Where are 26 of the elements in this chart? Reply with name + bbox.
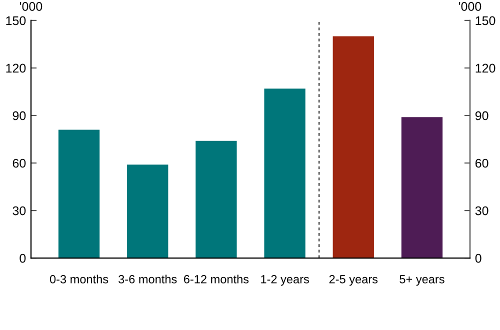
y-tick-label: 90 [12, 111, 26, 120]
y2-tick-label: 120 [476, 64, 496, 73]
bar [58, 130, 100, 258]
x-tick-label: 2-5 years [329, 275, 378, 286]
x-tick-label: 1-2 years [261, 275, 309, 286]
bar [332, 36, 374, 258]
y2-tick-label: 150 [476, 16, 496, 26]
x-tick-label: 0-3 months [50, 274, 108, 284]
bar [127, 164, 168, 258]
bar [196, 140, 237, 258]
y-tick-label: 30 [12, 206, 26, 216]
bar [401, 117, 443, 258]
x-tick-label: 5+ years [400, 275, 444, 286]
y2-axis-title: '000 [459, 2, 482, 11]
y2-tick-label: 0 [475, 254, 482, 263]
y2-tick-label: 90 [475, 111, 488, 120]
y-axis-title: '000 [20, 2, 42, 11]
y-tick-label: 120 [6, 64, 26, 73]
y2-tick-label: 30 [475, 206, 488, 216]
x-tick-label: 6-12 months [184, 274, 249, 284]
y2-tick-label: 60 [475, 158, 488, 168]
bar [264, 88, 306, 258]
y-tick-label: 150 [6, 16, 26, 26]
y-tick-label: 60 [12, 158, 26, 168]
x-tick-label: 3-6 months [118, 274, 177, 284]
y-tick-label: 0 [20, 254, 26, 263]
